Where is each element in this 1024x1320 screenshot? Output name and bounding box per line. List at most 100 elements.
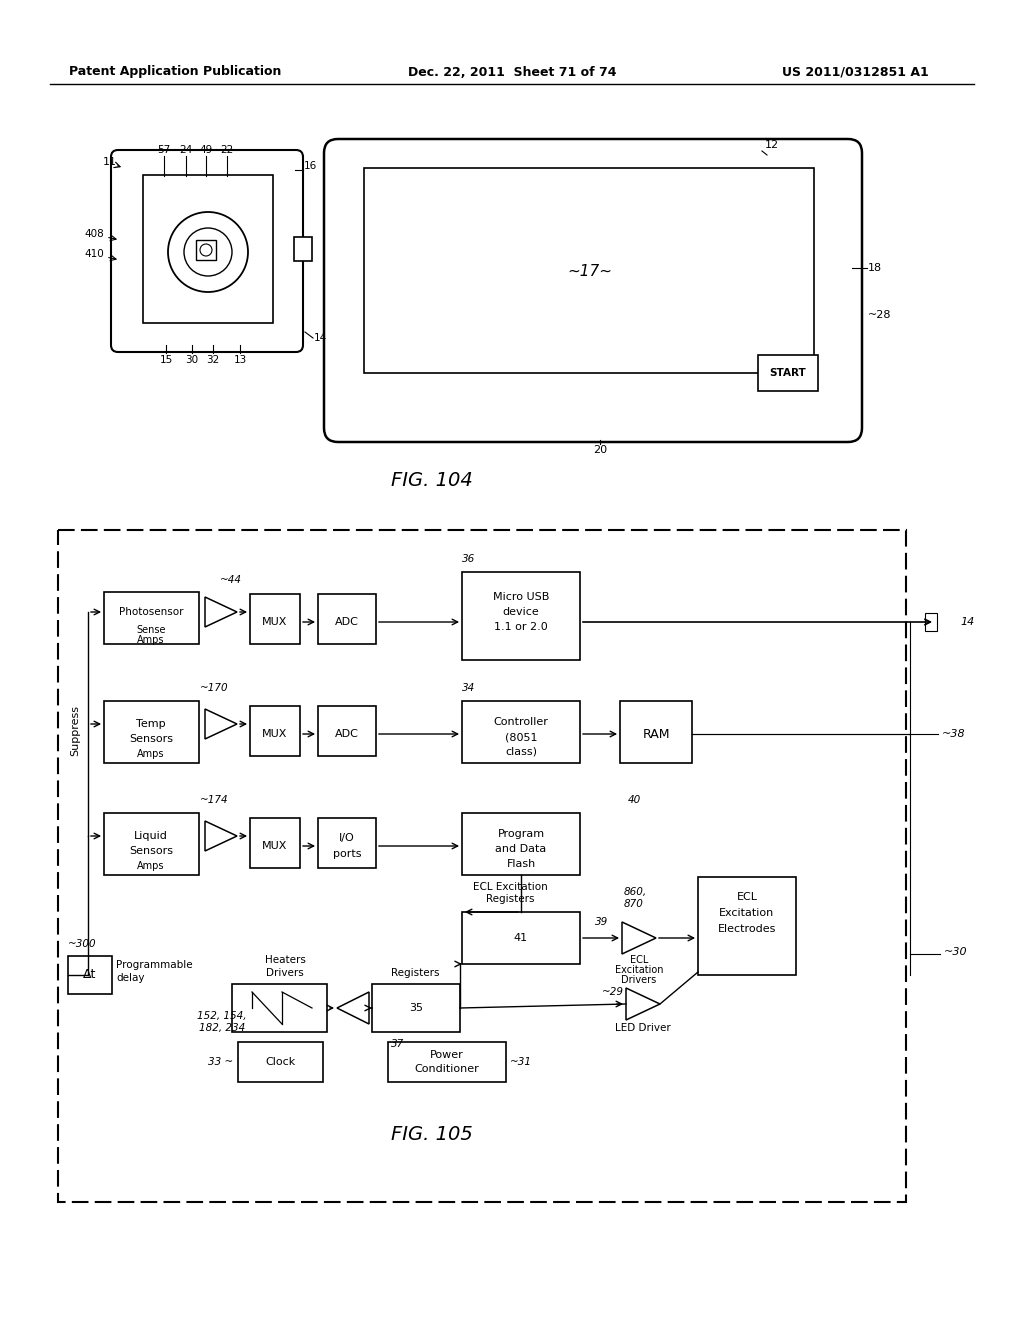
Text: ~30: ~30	[944, 946, 968, 957]
Text: LED Driver: LED Driver	[615, 1023, 671, 1034]
Text: Registers: Registers	[485, 894, 535, 904]
Text: 14: 14	[314, 333, 328, 343]
Text: Patent Application Publication: Patent Application Publication	[69, 66, 282, 78]
Bar	[364, 168, 814, 374]
Text: 33 ~: 33 ~	[208, 1057, 233, 1067]
Text: ~170: ~170	[200, 682, 228, 693]
Text: Registers: Registers	[391, 968, 439, 978]
Text: 32: 32	[207, 355, 219, 366]
Text: MUX: MUX	[262, 841, 288, 851]
Text: 35: 35	[409, 1003, 423, 1012]
Text: 16: 16	[304, 161, 317, 172]
Text: Excitation: Excitation	[614, 965, 664, 975]
Text: ~38: ~38	[942, 729, 966, 739]
Text: 11: 11	[103, 157, 117, 168]
Bar	[388, 1041, 506, 1082]
Bar	[68, 956, 112, 994]
Circle shape	[200, 244, 212, 256]
Text: 20: 20	[593, 445, 607, 455]
Text: MUX: MUX	[262, 729, 288, 739]
Bar	[250, 706, 300, 756]
Bar	[104, 591, 199, 644]
Text: ~29: ~29	[602, 987, 624, 997]
Bar	[250, 594, 300, 644]
Bar	[620, 701, 692, 763]
Bar	[462, 912, 580, 964]
Text: Amps: Amps	[137, 635, 165, 645]
Bar	[143, 176, 273, 323]
Circle shape	[168, 213, 248, 292]
Text: Micro USB: Micro USB	[493, 591, 549, 602]
Text: ECL: ECL	[736, 892, 758, 902]
Text: 49: 49	[200, 145, 213, 154]
Text: class): class)	[505, 747, 537, 756]
Text: 870: 870	[624, 899, 644, 909]
FancyBboxPatch shape	[111, 150, 303, 352]
Text: ~17~: ~17~	[567, 264, 612, 280]
Text: 24: 24	[179, 145, 193, 154]
Text: 15: 15	[160, 355, 173, 366]
Text: ports: ports	[333, 849, 361, 859]
Text: ~28: ~28	[868, 310, 892, 319]
Text: 37: 37	[391, 1039, 404, 1049]
Bar	[372, 983, 460, 1032]
Bar	[250, 818, 300, 869]
Text: 30: 30	[185, 355, 199, 366]
Text: 13: 13	[233, 355, 247, 366]
Text: 41: 41	[514, 933, 528, 942]
Text: Suppress: Suppress	[70, 705, 80, 755]
Text: Programmable: Programmable	[116, 960, 193, 970]
Text: Photosensor: Photosensor	[119, 607, 183, 616]
Text: RAM: RAM	[642, 727, 670, 741]
Text: 22: 22	[220, 145, 233, 154]
Text: FIG. 104: FIG. 104	[391, 470, 473, 490]
Text: 860,: 860,	[624, 887, 647, 898]
Text: Electrodes: Electrodes	[718, 924, 776, 935]
Text: 14: 14	[961, 616, 974, 627]
Text: US 2011/0312851 A1: US 2011/0312851 A1	[781, 66, 929, 78]
Bar	[925, 612, 937, 631]
Text: (8051: (8051	[505, 733, 538, 742]
Text: ADC: ADC	[335, 616, 359, 627]
Bar	[232, 983, 327, 1032]
Text: ADC: ADC	[335, 729, 359, 739]
Text: ~31: ~31	[510, 1057, 532, 1067]
Text: Conditioner: Conditioner	[415, 1064, 479, 1074]
Text: Program: Program	[498, 829, 545, 840]
Bar	[238, 1041, 323, 1082]
Text: Controller: Controller	[494, 717, 549, 727]
Text: ~174: ~174	[200, 795, 228, 805]
Text: 57: 57	[158, 145, 171, 154]
Text: ECL Excitation: ECL Excitation	[473, 882, 548, 892]
Text: I/O: I/O	[339, 833, 355, 843]
Text: and Data: and Data	[496, 843, 547, 854]
Bar	[294, 238, 312, 261]
Text: 18: 18	[868, 263, 882, 273]
Text: ~300: ~300	[68, 939, 96, 949]
Text: Liquid: Liquid	[134, 832, 168, 841]
Text: device: device	[503, 607, 540, 616]
Text: Dec. 22, 2011  Sheet 71 of 74: Dec. 22, 2011 Sheet 71 of 74	[408, 66, 616, 78]
Text: Sense: Sense	[136, 624, 166, 635]
Text: FIG. 105: FIG. 105	[391, 1126, 473, 1144]
Text: 410: 410	[84, 249, 104, 259]
Text: 182, 234: 182, 234	[199, 1023, 245, 1034]
Text: Temp: Temp	[136, 719, 166, 729]
Bar	[318, 706, 376, 756]
Bar	[462, 701, 580, 763]
Text: 36: 36	[462, 554, 475, 564]
Text: Δt: Δt	[83, 969, 96, 982]
Bar	[58, 531, 906, 1203]
Bar	[698, 876, 796, 975]
Text: MUX: MUX	[262, 616, 288, 627]
Bar	[758, 355, 818, 391]
Text: ~44: ~44	[220, 576, 242, 585]
Text: Excitation: Excitation	[720, 908, 774, 917]
Text: ECL: ECL	[630, 954, 648, 965]
Text: Drivers: Drivers	[622, 975, 656, 985]
Text: delay: delay	[116, 973, 144, 983]
Text: 34: 34	[462, 682, 475, 693]
Bar	[462, 813, 580, 875]
Bar	[196, 240, 216, 260]
Text: START: START	[770, 368, 806, 378]
